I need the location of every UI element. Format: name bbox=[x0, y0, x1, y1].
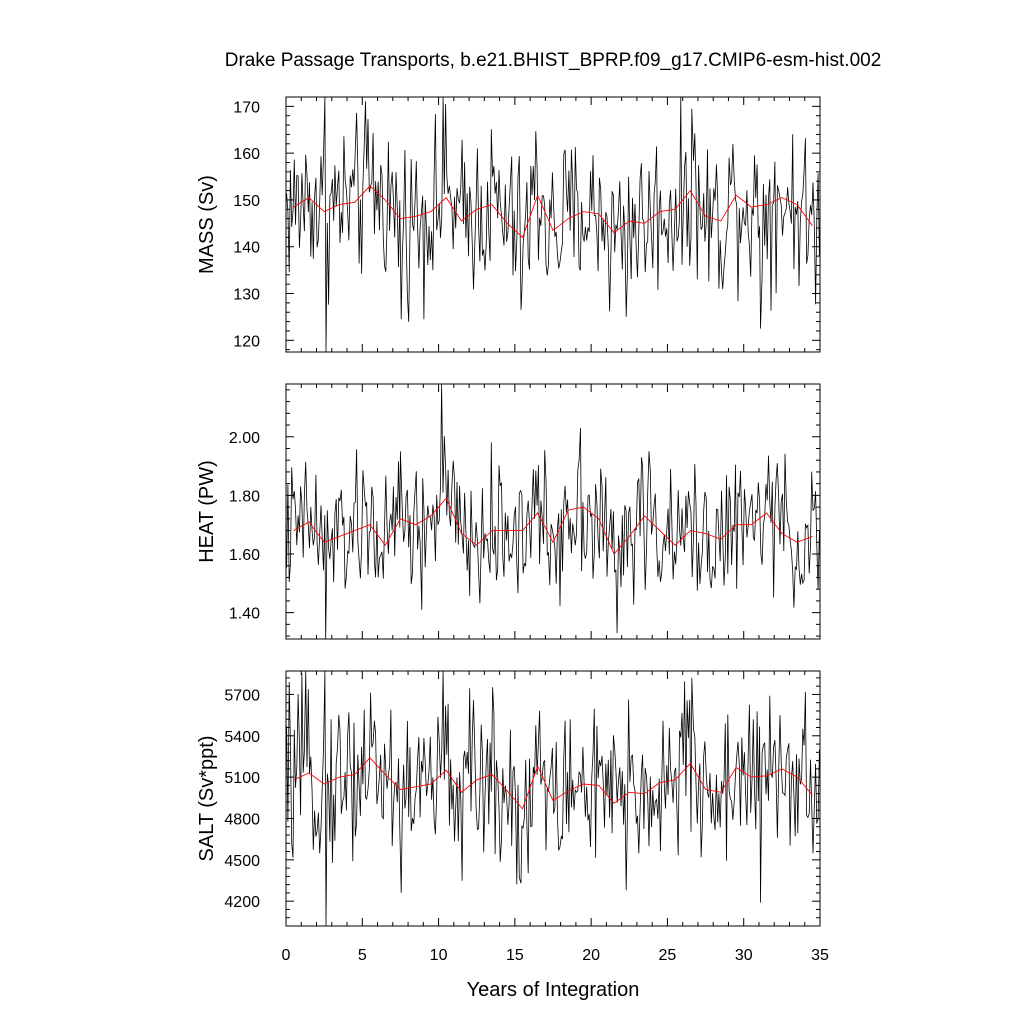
y-tick-label: 4500 bbox=[224, 853, 260, 870]
y-tick-label: 170 bbox=[233, 99, 260, 116]
x-tick-label: 15 bbox=[506, 947, 524, 964]
monthly-series-line bbox=[286, 383, 820, 640]
x-tick-label: 25 bbox=[659, 947, 677, 964]
y-tick-label: 1.60 bbox=[229, 547, 260, 564]
y-tick-label: 150 bbox=[233, 193, 260, 210]
plot-frame bbox=[285, 670, 821, 927]
y-tick-label: 5400 bbox=[224, 729, 260, 746]
x-tick-label: 0 bbox=[282, 947, 291, 964]
monthly-series-line bbox=[286, 96, 820, 353]
y-tick-label: 5100 bbox=[224, 770, 260, 787]
y-tick-label: 140 bbox=[233, 240, 260, 257]
annual-mean-line bbox=[293, 757, 813, 810]
y-axis-label: SALT (Sv*ppt) bbox=[196, 736, 218, 862]
x-tick-label: 10 bbox=[430, 947, 448, 964]
y-tick-label: 1.80 bbox=[229, 488, 260, 505]
panel-1: 120 130 140 150 160 170 MASS (Sv) bbox=[196, 96, 821, 353]
y-axis-label: MASS (Sv) bbox=[196, 175, 218, 274]
x-tick-label: 35 bbox=[811, 947, 829, 964]
x-tick-label: 20 bbox=[582, 947, 600, 964]
plot-frame bbox=[285, 383, 821, 640]
y-tick-label: 2.00 bbox=[229, 430, 260, 447]
y-tick-label: 160 bbox=[233, 146, 260, 163]
chart-title: Drake Passage Transports, b.e21.BHIST_BP… bbox=[225, 50, 882, 71]
y-tick-label: 4800 bbox=[224, 811, 260, 828]
monthly-series-line bbox=[286, 670, 820, 927]
y-tick-label: 4200 bbox=[224, 894, 260, 911]
x-tick-label: 30 bbox=[735, 947, 753, 964]
y-axis-label: HEAT (PW) bbox=[196, 460, 218, 563]
annual-mean-line bbox=[293, 497, 813, 555]
x-axis-label: Years of Integration bbox=[467, 979, 640, 1001]
y-tick-label: 130 bbox=[233, 287, 260, 304]
annual-mean-line bbox=[293, 185, 813, 239]
plot-frame bbox=[285, 96, 821, 353]
x-tick-label: 5 bbox=[358, 947, 367, 964]
y-tick-label: 5700 bbox=[224, 687, 260, 704]
y-tick-label: 120 bbox=[233, 333, 260, 350]
panel-2: 1.40 1.60 1.80 2.00 HEAT (PW) bbox=[196, 383, 821, 640]
y-tick-label: 1.40 bbox=[229, 606, 260, 623]
panel-3: 4200 4500 4800 5100 5400 5700 SALT (Sv*ppt) 0 5 1… bbox=[196, 670, 829, 964]
